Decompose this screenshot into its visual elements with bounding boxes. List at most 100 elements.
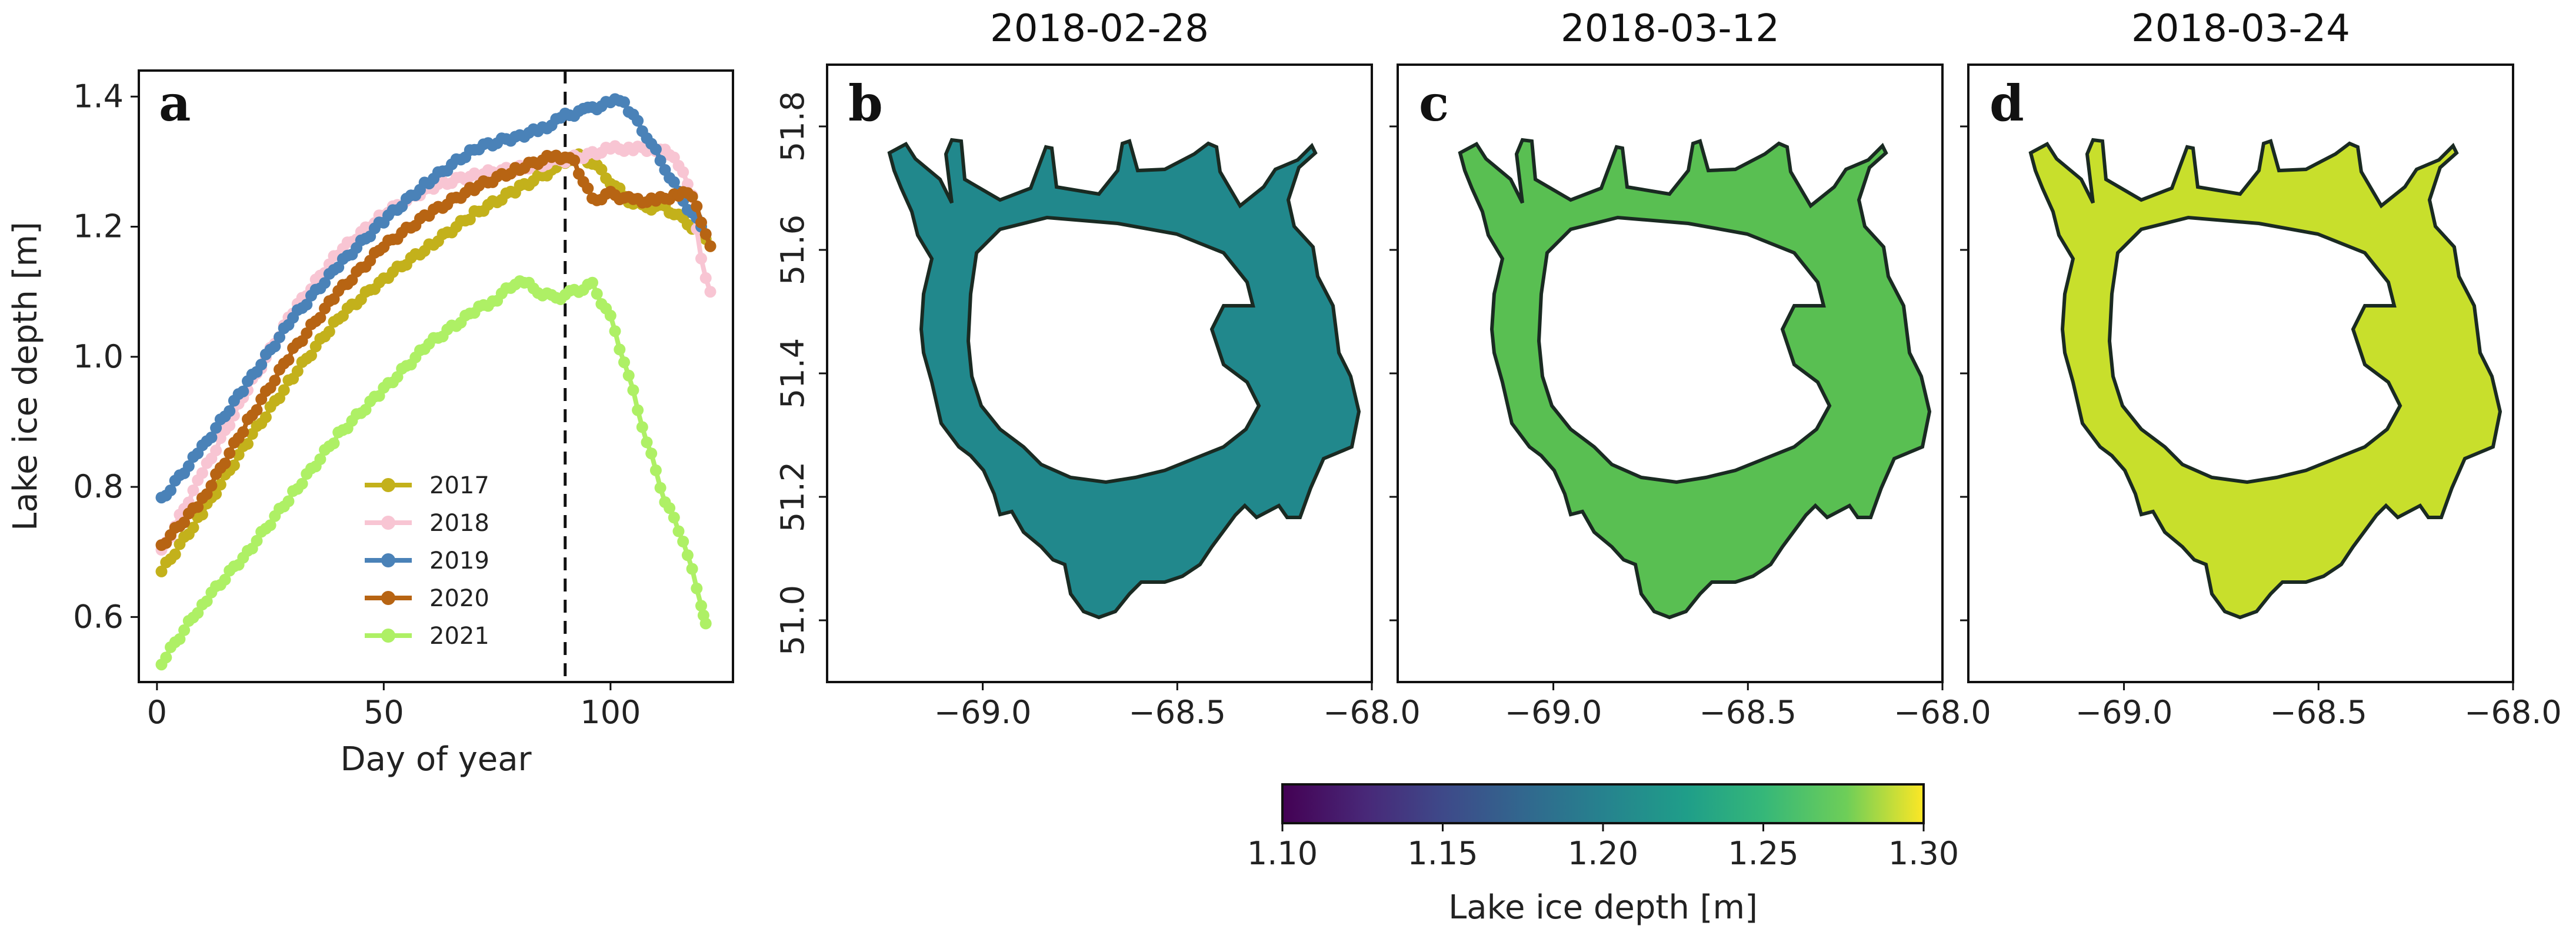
data-point-2019 (274, 331, 285, 343)
map-xtick-label: −69.0 (1505, 694, 1602, 731)
legend-swatch-marker (381, 553, 395, 567)
panel-a-xtick-label: 0 (147, 694, 167, 731)
legend-item-2018: 2018 (365, 510, 489, 537)
panel-letter-d: d (1990, 74, 2024, 132)
data-point-2019 (269, 340, 281, 353)
map-xtick-label: −69.0 (934, 694, 1031, 731)
data-point-2020 (699, 228, 712, 240)
legend-item-2020: 2020 (365, 585, 489, 612)
data-point-2017 (155, 565, 168, 577)
data-point-2021 (282, 495, 295, 507)
legend-item-2017: 2017 (365, 472, 489, 499)
data-point-2021 (591, 288, 603, 300)
colorbar-ticks: 1.10 1.15 1.20 1.25 1.30 (1247, 823, 1959, 872)
map-ytick-label: 51.2 (774, 462, 811, 532)
data-point-2017 (305, 349, 317, 362)
panel-a-frame (138, 69, 734, 683)
data-point-2021 (201, 595, 213, 607)
data-point-2019 (668, 176, 680, 188)
colorbar-tick-label: 1.10 (1247, 835, 1318, 872)
data-point-2020 (695, 216, 707, 229)
data-point-2018 (704, 286, 717, 298)
legend-label: 2018 (429, 510, 489, 537)
data-point-2021 (686, 563, 698, 575)
map-xtick-label: −69.0 (2075, 694, 2172, 731)
data-point-2021 (681, 549, 694, 562)
data-point-2021 (160, 651, 172, 664)
series-2019 (155, 93, 707, 504)
data-point-2021 (677, 536, 689, 547)
data-point-2021 (636, 421, 648, 433)
data-point-2021 (664, 502, 676, 514)
data-point-2021 (691, 582, 703, 594)
panel-a-ytick-label: 0.8 (73, 468, 124, 505)
legend-label: 2017 (429, 472, 489, 499)
data-point-2017 (291, 365, 304, 377)
data-point-2017 (595, 163, 608, 176)
panel-c-map: 2018-03-12 c −69.0 −68.5 −68.0 (1389, 7, 1991, 731)
colorbar-tick-label: 1.15 (1407, 835, 1478, 872)
data-point-2019 (618, 96, 630, 108)
map-ytick-label: 51.0 (774, 585, 811, 656)
data-point-2020 (568, 154, 581, 166)
data-point-2019 (632, 115, 644, 127)
series-2017 (155, 148, 717, 577)
data-point-2018 (210, 445, 222, 457)
panel-c-title: 2018-03-12 (1561, 7, 1779, 51)
data-point-2018 (699, 272, 712, 284)
panel-c-lake (1460, 140, 1929, 617)
colorbar-gradient (1281, 783, 1925, 824)
legend-swatch-marker (381, 591, 395, 605)
panel-b-map: 2018-02-28 b −69.0 −68.5 −68.0 51.0 51.2 51.4… (774, 7, 1421, 731)
data-point-2021 (614, 343, 626, 356)
panel-a-legend: 2017 2018 2019 2020 2021 (365, 472, 489, 650)
data-point-2021 (622, 369, 635, 382)
map-xtick-label: −68.5 (1699, 694, 1797, 731)
data-point-2018 (224, 419, 236, 432)
data-point-2018 (187, 484, 199, 496)
map-ytick-label: 51.8 (774, 91, 811, 162)
data-point-2020 (237, 426, 249, 438)
data-point-2021 (264, 519, 276, 532)
map-xtick-label: −68.5 (2270, 694, 2367, 731)
map-ytick-label: 51.6 (774, 215, 811, 285)
legend-label: 2020 (429, 585, 489, 612)
data-point-2017 (278, 384, 290, 396)
legend-label: 2019 (429, 547, 489, 574)
data-point-2019 (205, 432, 218, 443)
data-point-2021 (296, 477, 308, 490)
data-point-2019 (319, 277, 331, 289)
data-point-2021 (672, 525, 685, 537)
series-2020 (155, 149, 717, 551)
data-point-2018 (677, 166, 689, 178)
legend-swatch-marker (381, 516, 395, 530)
data-point-2018 (196, 467, 208, 479)
panel-a-ytick-label: 1.2 (73, 208, 124, 245)
data-point-2019 (649, 143, 662, 155)
data-point-2020 (314, 312, 326, 324)
data-point-2021 (627, 384, 639, 396)
legend-item-2021: 2021 (365, 623, 489, 650)
panel-a-ylabel: Lake ice depth [m] (6, 222, 45, 531)
panel-a-ytick-label: 1.4 (73, 78, 124, 115)
data-point-2017 (228, 459, 240, 472)
data-point-2021 (699, 617, 712, 630)
data-point-2021 (668, 512, 680, 524)
panel-b-title: 2018-02-28 (990, 7, 1209, 51)
data-point-2021 (641, 436, 653, 449)
series-2021 (155, 275, 712, 671)
data-point-2020 (301, 327, 313, 339)
map-xtick-label: −68.5 (1129, 694, 1226, 731)
data-point-2019 (301, 299, 313, 310)
panel-a-line-chart: 0 50 100 0.6 0.8 1.0 1.2 1.4 a Day of year Lake… (6, 69, 734, 778)
panel-d-lake (2031, 140, 2500, 617)
panel-letter-b: b (848, 74, 883, 132)
data-point-2020 (178, 516, 191, 529)
colorbar-tick-label: 1.25 (1728, 835, 1798, 872)
data-point-2020 (282, 354, 295, 366)
data-point-2021 (314, 453, 326, 465)
data-point-2021 (586, 276, 598, 289)
data-point-2021 (632, 404, 644, 416)
data-point-2018 (695, 252, 707, 265)
